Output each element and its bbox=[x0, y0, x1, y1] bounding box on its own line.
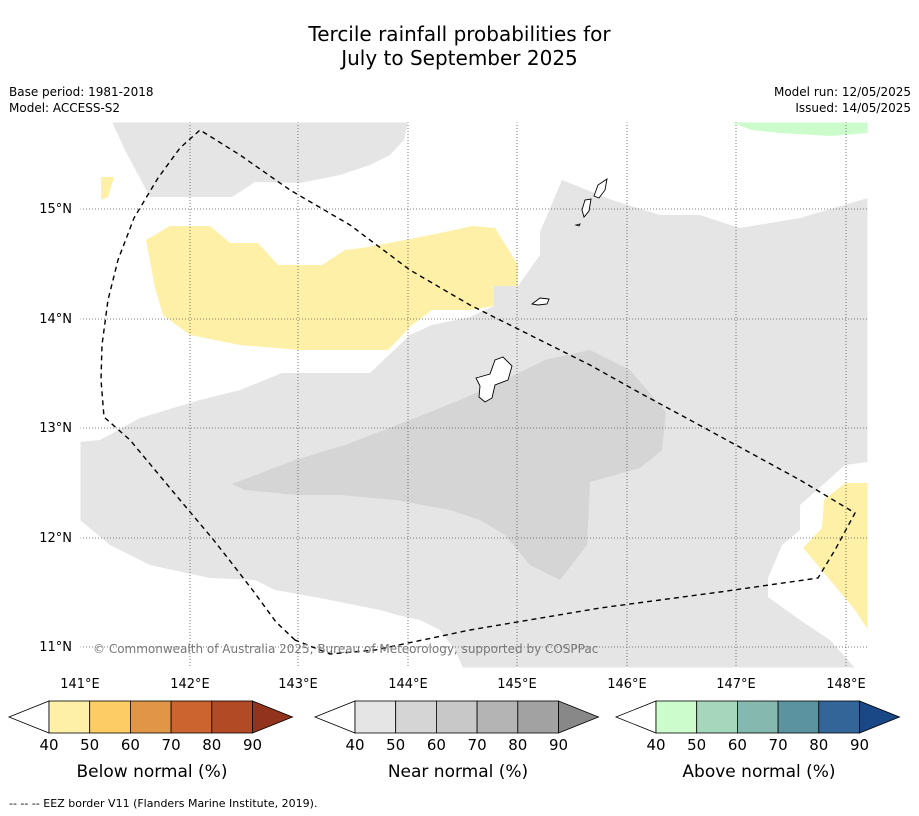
colorbar-below-segment bbox=[129, 700, 172, 734]
colorbar-above-tick: 80 bbox=[809, 736, 828, 754]
colorbar-below-tick: 50 bbox=[80, 736, 99, 754]
map-frame bbox=[79, 121, 869, 669]
colorbar-below-tick: 70 bbox=[162, 736, 181, 754]
colorbar-below-segment bbox=[170, 700, 213, 734]
saipan-island bbox=[593, 178, 608, 199]
colorbar-below-segment bbox=[89, 700, 131, 734]
map-title: Tercile rainfall probabilities for July … bbox=[0, 22, 919, 70]
colorbar-above-tick: 40 bbox=[646, 736, 665, 754]
colorbar-near-tick: 50 bbox=[386, 736, 405, 754]
island-outlines bbox=[475, 178, 608, 403]
guam-island bbox=[475, 356, 513, 403]
near-normal-darker-region bbox=[232, 350, 666, 580]
colorbar-above-segment bbox=[777, 700, 820, 734]
lat-label-14: 14°N bbox=[39, 312, 72, 327]
colorbar-above-segment bbox=[655, 700, 698, 734]
eez-footnote: -- -- -- EEZ border V11 (Flanders Marine… bbox=[9, 797, 318, 810]
model-run: Model run: 12/05/2025 bbox=[773, 85, 911, 99]
colorbar-below-upper-extend bbox=[252, 700, 294, 734]
title-line-1: Tercile rainfall probabilities for bbox=[308, 22, 611, 46]
gridlines bbox=[80, 122, 868, 668]
copyright-text: © Commonwealth of Australia 2025, Bureau… bbox=[93, 642, 598, 656]
meta-left: Base period: 1981-2018 Model: ACCESS-S2 bbox=[9, 84, 154, 116]
colorbar-near-segment bbox=[476, 700, 519, 734]
title-line-2: July to September 2025 bbox=[341, 46, 578, 70]
lon-label-147: 147°E bbox=[716, 677, 756, 692]
colorbar-above-lower-extend bbox=[614, 700, 657, 734]
lon-label-143: 143°E bbox=[278, 677, 318, 692]
lat-label-13: 13°N bbox=[39, 421, 72, 436]
colorbar-above-segment bbox=[737, 700, 779, 734]
aguijan-islet bbox=[574, 223, 581, 227]
colorbar-near-tick: 80 bbox=[508, 736, 527, 754]
rota-island bbox=[530, 297, 550, 306]
tinian-island bbox=[581, 198, 592, 218]
colorbar-near-segment bbox=[435, 700, 478, 734]
colorbar-near-upper-extend bbox=[558, 700, 600, 734]
colorbar-below-segment bbox=[211, 700, 253, 734]
colorbar-below-tick: 90 bbox=[243, 736, 262, 754]
near-normal-region-north bbox=[112, 122, 408, 197]
lon-label-146: 146°E bbox=[607, 677, 647, 692]
tick-labels: 141°E 142°E 143°E 144°E 145°E 146°E 147°… bbox=[39, 202, 866, 692]
base-period: Base period: 1981-2018 bbox=[9, 85, 154, 99]
eez-border bbox=[100, 129, 856, 655]
below-normal-region-small bbox=[101, 177, 114, 200]
issued-date: Issued: 14/05/2025 bbox=[795, 101, 911, 115]
lon-label-148: 148°E bbox=[826, 677, 866, 692]
model-name: Model: ACCESS-S2 bbox=[9, 101, 121, 115]
colorbar-above-segment bbox=[818, 700, 860, 734]
colorbars: 40 50 60 70 80 90 40 50 60 70 80 90 40 50 60 70 80 90 bbox=[7, 700, 901, 754]
colorbar-label-below: Below normal (%) bbox=[76, 762, 228, 782]
colorbar-above-tick: 50 bbox=[687, 736, 706, 754]
colorbar-label-near: Near normal (%) bbox=[387, 762, 529, 782]
colorbar-above-tick: 90 bbox=[850, 736, 869, 754]
colorbar-above-segment bbox=[696, 700, 738, 734]
colorbar-below-segment bbox=[48, 700, 91, 734]
lon-label-142: 142°E bbox=[170, 677, 210, 692]
colorbar-near-tick: 70 bbox=[468, 736, 487, 754]
above-normal-region-northeast bbox=[730, 122, 868, 136]
meta-right: Model run: 12/05/2025 Issued: 14/05/2025 bbox=[774, 84, 911, 116]
colorbar-above-tick: 60 bbox=[728, 736, 747, 754]
lat-label-11: 11°N bbox=[39, 640, 72, 655]
colorbar-near-lower-extend bbox=[313, 700, 356, 734]
lon-label-144: 144°E bbox=[388, 677, 428, 692]
colorbar-above-tick: 70 bbox=[769, 736, 788, 754]
colorbar-above-upper-extend bbox=[859, 700, 901, 734]
below-normal-region-east bbox=[803, 483, 868, 630]
colorbar-near-segment bbox=[395, 700, 437, 734]
lon-label-141: 141°E bbox=[60, 677, 100, 692]
lon-label-145: 145°E bbox=[497, 677, 537, 692]
colorbar-near-tick: 60 bbox=[427, 736, 446, 754]
colorbar-near-segment bbox=[354, 700, 397, 734]
probability-shading bbox=[80, 122, 868, 668]
colorbar-near-segment bbox=[517, 700, 559, 734]
colorbar-near-tick: 90 bbox=[549, 736, 568, 754]
colorbar-below-tick: 80 bbox=[202, 736, 221, 754]
colorbar-below-lower-extend bbox=[7, 700, 50, 734]
colorbar-below-tick: 40 bbox=[39, 736, 58, 754]
colorbar-label-above: Above normal (%) bbox=[682, 762, 836, 782]
colorbar-below-tick: 60 bbox=[121, 736, 140, 754]
lat-label-12: 12°N bbox=[39, 531, 72, 546]
lat-label-15: 15°N bbox=[39, 202, 72, 217]
colorbar-near-tick: 40 bbox=[345, 736, 364, 754]
